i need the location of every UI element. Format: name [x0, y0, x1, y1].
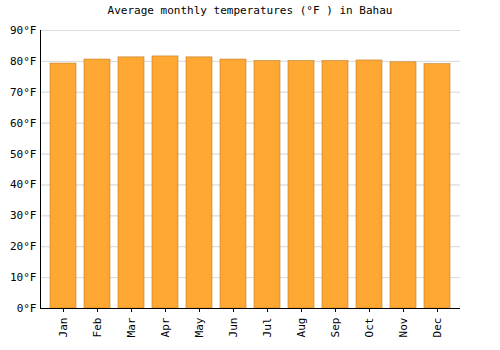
svg-text:Mar: Mar	[125, 317, 138, 337]
svg-text:Jun: Jun	[227, 318, 240, 338]
svg-text:Aug: Aug	[295, 318, 308, 338]
svg-text:May: May	[193, 317, 206, 337]
svg-text:Sep: Sep	[329, 318, 342, 338]
svg-text:Apr: Apr	[159, 317, 172, 337]
svg-text:40°F: 40°F	[10, 178, 37, 191]
svg-text:60°F: 60°F	[10, 117, 37, 130]
svg-text:Jan: Jan	[57, 318, 70, 338]
svg-text:50°F: 50°F	[10, 148, 37, 161]
svg-text:0°F: 0°F	[17, 302, 37, 315]
svg-text:10°F: 10°F	[10, 271, 37, 284]
svg-text:70°F: 70°F	[10, 86, 37, 99]
html-text:Average monthly temperatures (: Average monthly temperatures (°F ) in Ba…	[107, 4, 393, 17]
svg-text:Dec: Dec	[431, 318, 444, 338]
svg-text:80°F: 80°F	[10, 55, 37, 68]
svg-text:Feb: Feb	[91, 318, 104, 338]
svg-text:Oct: Oct	[363, 318, 376, 338]
svg-text:90°F: 90°F	[10, 24, 37, 37]
svg-text:30°F: 30°F	[10, 209, 37, 222]
svg-text:20°F: 20°F	[10, 240, 37, 253]
svg-text:Nov: Nov	[397, 317, 410, 337]
svg-text:Jul: Jul	[261, 318, 274, 338]
